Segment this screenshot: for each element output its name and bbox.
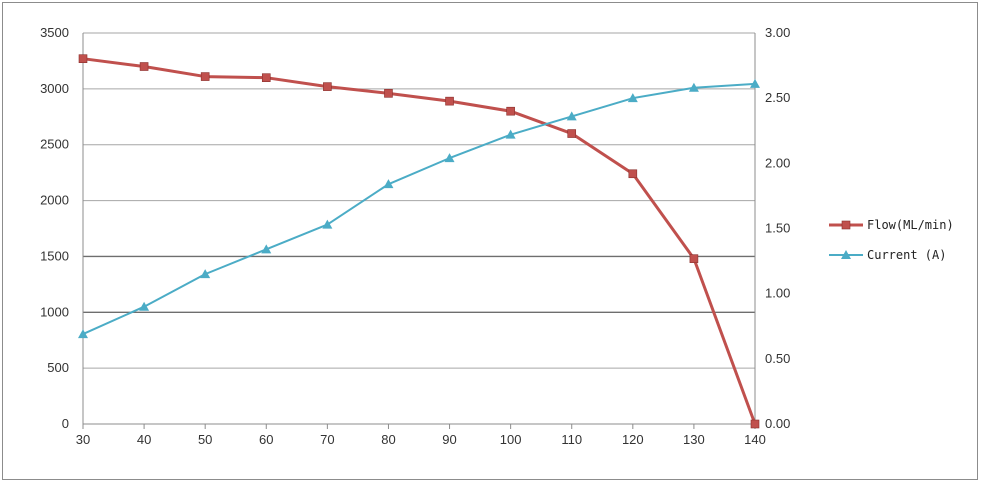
right-tick-label: 0.50 [765, 351, 790, 366]
left-tick-label: 1000 [40, 304, 69, 319]
flow-data-point [261, 73, 271, 82]
current-data-point [261, 244, 272, 254]
flow-data-point [567, 129, 577, 138]
x-tick-label: 120 [622, 432, 644, 447]
series-layer [78, 54, 760, 429]
x-tick-label: 60 [259, 432, 273, 447]
current-series-line [82, 82, 756, 335]
flow-data-point [384, 89, 393, 98]
left-tick-label: 1500 [40, 248, 69, 263]
left-tick-label: 0 [62, 416, 69, 431]
flow-legend-label: Flow(ML/min) [867, 218, 954, 232]
current-data-point [688, 82, 699, 92]
flow-data-point [78, 54, 88, 63]
current-data-point [750, 78, 760, 88]
current-data-point [139, 301, 150, 311]
x-tick-label: 90 [442, 432, 456, 447]
flow-data-point [628, 169, 638, 179]
left-tick-label: 3000 [40, 81, 69, 96]
current-data-point [78, 329, 88, 339]
current-data-point [505, 129, 516, 139]
flow-data-point [139, 62, 149, 71]
right-axis-ticks: 0.00 0.50 1.00 1.50 2.00 2.50 3.00 [765, 25, 790, 431]
flow-data-point [750, 419, 760, 429]
flow-data-point [445, 96, 454, 106]
flow-data-point [200, 72, 210, 81]
chart-frame [2, 2, 978, 480]
current-legend-marker [841, 250, 851, 259]
gridlines [83, 32, 755, 369]
current-data-point [200, 269, 211, 279]
flow-data-point [323, 82, 332, 91]
left-axis-ticks: 0 500 1000 1500 2000 2500 3000 3500 [40, 25, 69, 431]
current-data-point [444, 153, 455, 163]
flow-legend-marker [841, 220, 851, 230]
flow-series-line [82, 57, 757, 425]
x-tick-label: 100 [500, 432, 522, 447]
x-tick-label: 110 [561, 432, 582, 447]
current-legend-label: Current (A) [867, 248, 946, 262]
left-tick-label: 2500 [40, 137, 69, 152]
legend: Flow(ML/min) Current (A) [829, 218, 954, 262]
left-tick-label: 3500 [40, 25, 69, 40]
x-tick-label: 40 [137, 432, 151, 447]
current-data-point [322, 219, 333, 229]
axes [82, 33, 756, 425]
current-data-point [627, 93, 638, 103]
flow-data-point [506, 106, 515, 116]
right-tick-label: 2.50 [765, 90, 790, 105]
x-tick-label: 30 [76, 432, 90, 447]
right-tick-label: 0.00 [765, 416, 790, 431]
x-tick-label: 80 [381, 432, 395, 447]
flow-data-point [689, 254, 699, 263]
left-tick-label: 2000 [40, 193, 69, 208]
right-tick-label: 2.00 [765, 155, 790, 170]
x-tick-label: 140 [744, 432, 766, 447]
x-axis-ticks: 30 40 50 60 70 80 90 100 110 120 130 140 [76, 424, 766, 447]
x-tick-label: 50 [198, 432, 212, 447]
x-tick-label: 70 [320, 432, 334, 447]
left-tick-label: 500 [47, 360, 69, 375]
current-data-point [566, 111, 577, 121]
x-tick-label: 130 [683, 432, 705, 447]
current-data-point [383, 179, 394, 189]
right-tick-label: 1.00 [765, 286, 790, 301]
right-tick-label: 3.00 [765, 25, 790, 40]
right-tick-label: 1.50 [765, 221, 790, 236]
